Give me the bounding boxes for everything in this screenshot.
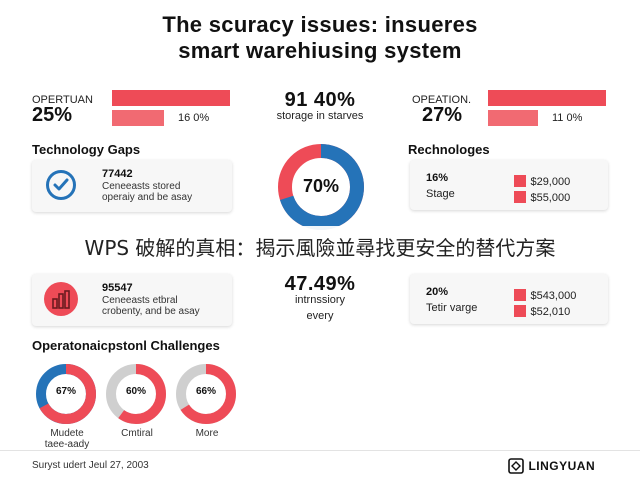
top-right-label: OPEATION. bbox=[412, 94, 472, 106]
challenge-1-value: 67% bbox=[55, 386, 76, 397]
top-right-subvalue: 11 0% bbox=[552, 112, 583, 124]
technology-card-2: 20% Tetir varge $543,000 $52,010 bbox=[410, 274, 608, 324]
challenge-donut-2-arc bbox=[106, 364, 166, 424]
footer-divider bbox=[0, 450, 640, 451]
technology-card-2-value: 20% bbox=[426, 286, 449, 298]
bar-chart-icon bbox=[44, 282, 78, 316]
top-left-label: OPERTUAN bbox=[32, 94, 93, 106]
overlay-banner bbox=[0, 226, 640, 264]
challenge-donut-1-arc bbox=[36, 364, 96, 424]
technology-card-2-row-1: $543,000 bbox=[514, 286, 576, 304]
page-title-line1: The scuracy issues: insueres bbox=[162, 12, 478, 37]
center-stat-2-line1: intrnssiory bbox=[294, 294, 346, 306]
challenge-2-value: 60% bbox=[125, 386, 146, 397]
footer-text: Suryst udert Jeul 27, 2003 bbox=[32, 460, 149, 471]
legend-swatch bbox=[514, 174, 526, 187]
legend-swatch bbox=[514, 304, 526, 317]
donut-value: 70% bbox=[302, 176, 340, 196]
tech-gap-card-2-line2: crobenty, and be asay bbox=[102, 306, 200, 317]
tech-gap-card-1-line2: operaiy and be asay bbox=[102, 192, 193, 203]
technology-card-1-row-1-amount: $29,000 bbox=[530, 176, 571, 188]
challenge-donut-2 bbox=[106, 364, 166, 424]
challenge-item-3: 66% More bbox=[174, 362, 238, 439]
legend-swatch bbox=[514, 190, 526, 203]
tech-gap-card-1: 77442 Ceneeasts stored operaiy and be as… bbox=[32, 160, 232, 212]
overlay-banner-text: WPS 破解的真相：揭示風險並尋找更安全的替代方案 bbox=[84, 236, 556, 260]
challenge-item-2: 60% Cmtiral bbox=[104, 362, 168, 439]
challenge-1-label2: taee-aady bbox=[44, 439, 90, 450]
checkmark-icon bbox=[46, 170, 76, 200]
top-center-value: 91 40% bbox=[284, 89, 356, 111]
top-right-bar-small bbox=[488, 110, 538, 126]
top-center-stat: 91 40% storage in starves bbox=[240, 89, 400, 124]
tech-gap-card-1-number: 77442 bbox=[102, 168, 133, 180]
technology-card-1-row-2-amount: $55,000 bbox=[530, 192, 571, 204]
challenge-1-label1: Mudete bbox=[50, 428, 84, 439]
brand-name: LINGYUAN bbox=[528, 458, 596, 473]
top-center-text: storage in starves bbox=[276, 110, 364, 122]
top-left-value: 25% bbox=[32, 104, 73, 126]
top-right-value: 27% bbox=[422, 104, 463, 126]
tech-gap-card-2: 95547 Ceneeasts etbral crobenty, and be … bbox=[32, 274, 232, 326]
challenge-donut-1 bbox=[36, 364, 96, 424]
top-right-bar bbox=[488, 90, 606, 106]
technology-card-1-row-1: $29,000 bbox=[514, 172, 570, 190]
challenge-item-1: 67% Mudete taee-aady bbox=[34, 362, 98, 450]
technology-card-1-row-2: $55,000 bbox=[514, 188, 570, 206]
donut-main-arc bbox=[278, 144, 364, 230]
technology-card-1-value: 16% bbox=[426, 172, 449, 184]
tech-gap-card-1-line1: Ceneeasts stored bbox=[102, 181, 181, 192]
technology-card-2-row-2-amount: $52,010 bbox=[530, 306, 571, 318]
tech-gap-card-2-number: 95547 bbox=[102, 282, 133, 294]
challenge-donut-3 bbox=[176, 364, 236, 424]
top-left-bar bbox=[112, 90, 230, 106]
challenge-3-label1: More bbox=[195, 428, 219, 439]
legend-swatch bbox=[514, 288, 526, 301]
challenge-donut-3-arc bbox=[176, 364, 236, 424]
footer-brand: LINGYUAN bbox=[508, 457, 595, 475]
challenge-3-value: 66% bbox=[195, 386, 216, 397]
tech-gaps-heading: Technology Gaps bbox=[32, 142, 141, 157]
top-left-subvalue: 16 0% bbox=[178, 112, 210, 124]
technology-card-1-label: Stage bbox=[426, 188, 455, 200]
technology-card-2-label: Tetir varge bbox=[426, 302, 478, 314]
top-left-bar-small bbox=[112, 110, 164, 126]
technology-card-2-row-1-amount: $543,000 bbox=[530, 290, 577, 302]
technology-card-1: 16% Stage $29,000 $55,000 bbox=[410, 160, 608, 210]
center-stat-2-value: 47.49% bbox=[284, 273, 356, 295]
challenges-heading: Operatonaicpstonl Challenges bbox=[32, 338, 220, 353]
technologies-heading: Rechnologes bbox=[408, 142, 490, 157]
tech-gaps-donut: 70% bbox=[276, 142, 366, 232]
page-title-line2: smart warehiusing system bbox=[178, 38, 462, 63]
technology-card-2-row-2: $52,010 bbox=[514, 302, 570, 320]
tech-gap-card-2-line1: Ceneeasts etbral bbox=[102, 295, 178, 306]
tech-gaps-donut-svg bbox=[278, 144, 364, 230]
challenge-2-label1: Cmtiral bbox=[121, 428, 153, 439]
brand-logo-icon bbox=[508, 457, 524, 474]
center-stat-2-line2: every bbox=[306, 310, 334, 322]
center-stat-2: 47.49% intrnssiory every bbox=[250, 273, 390, 324]
